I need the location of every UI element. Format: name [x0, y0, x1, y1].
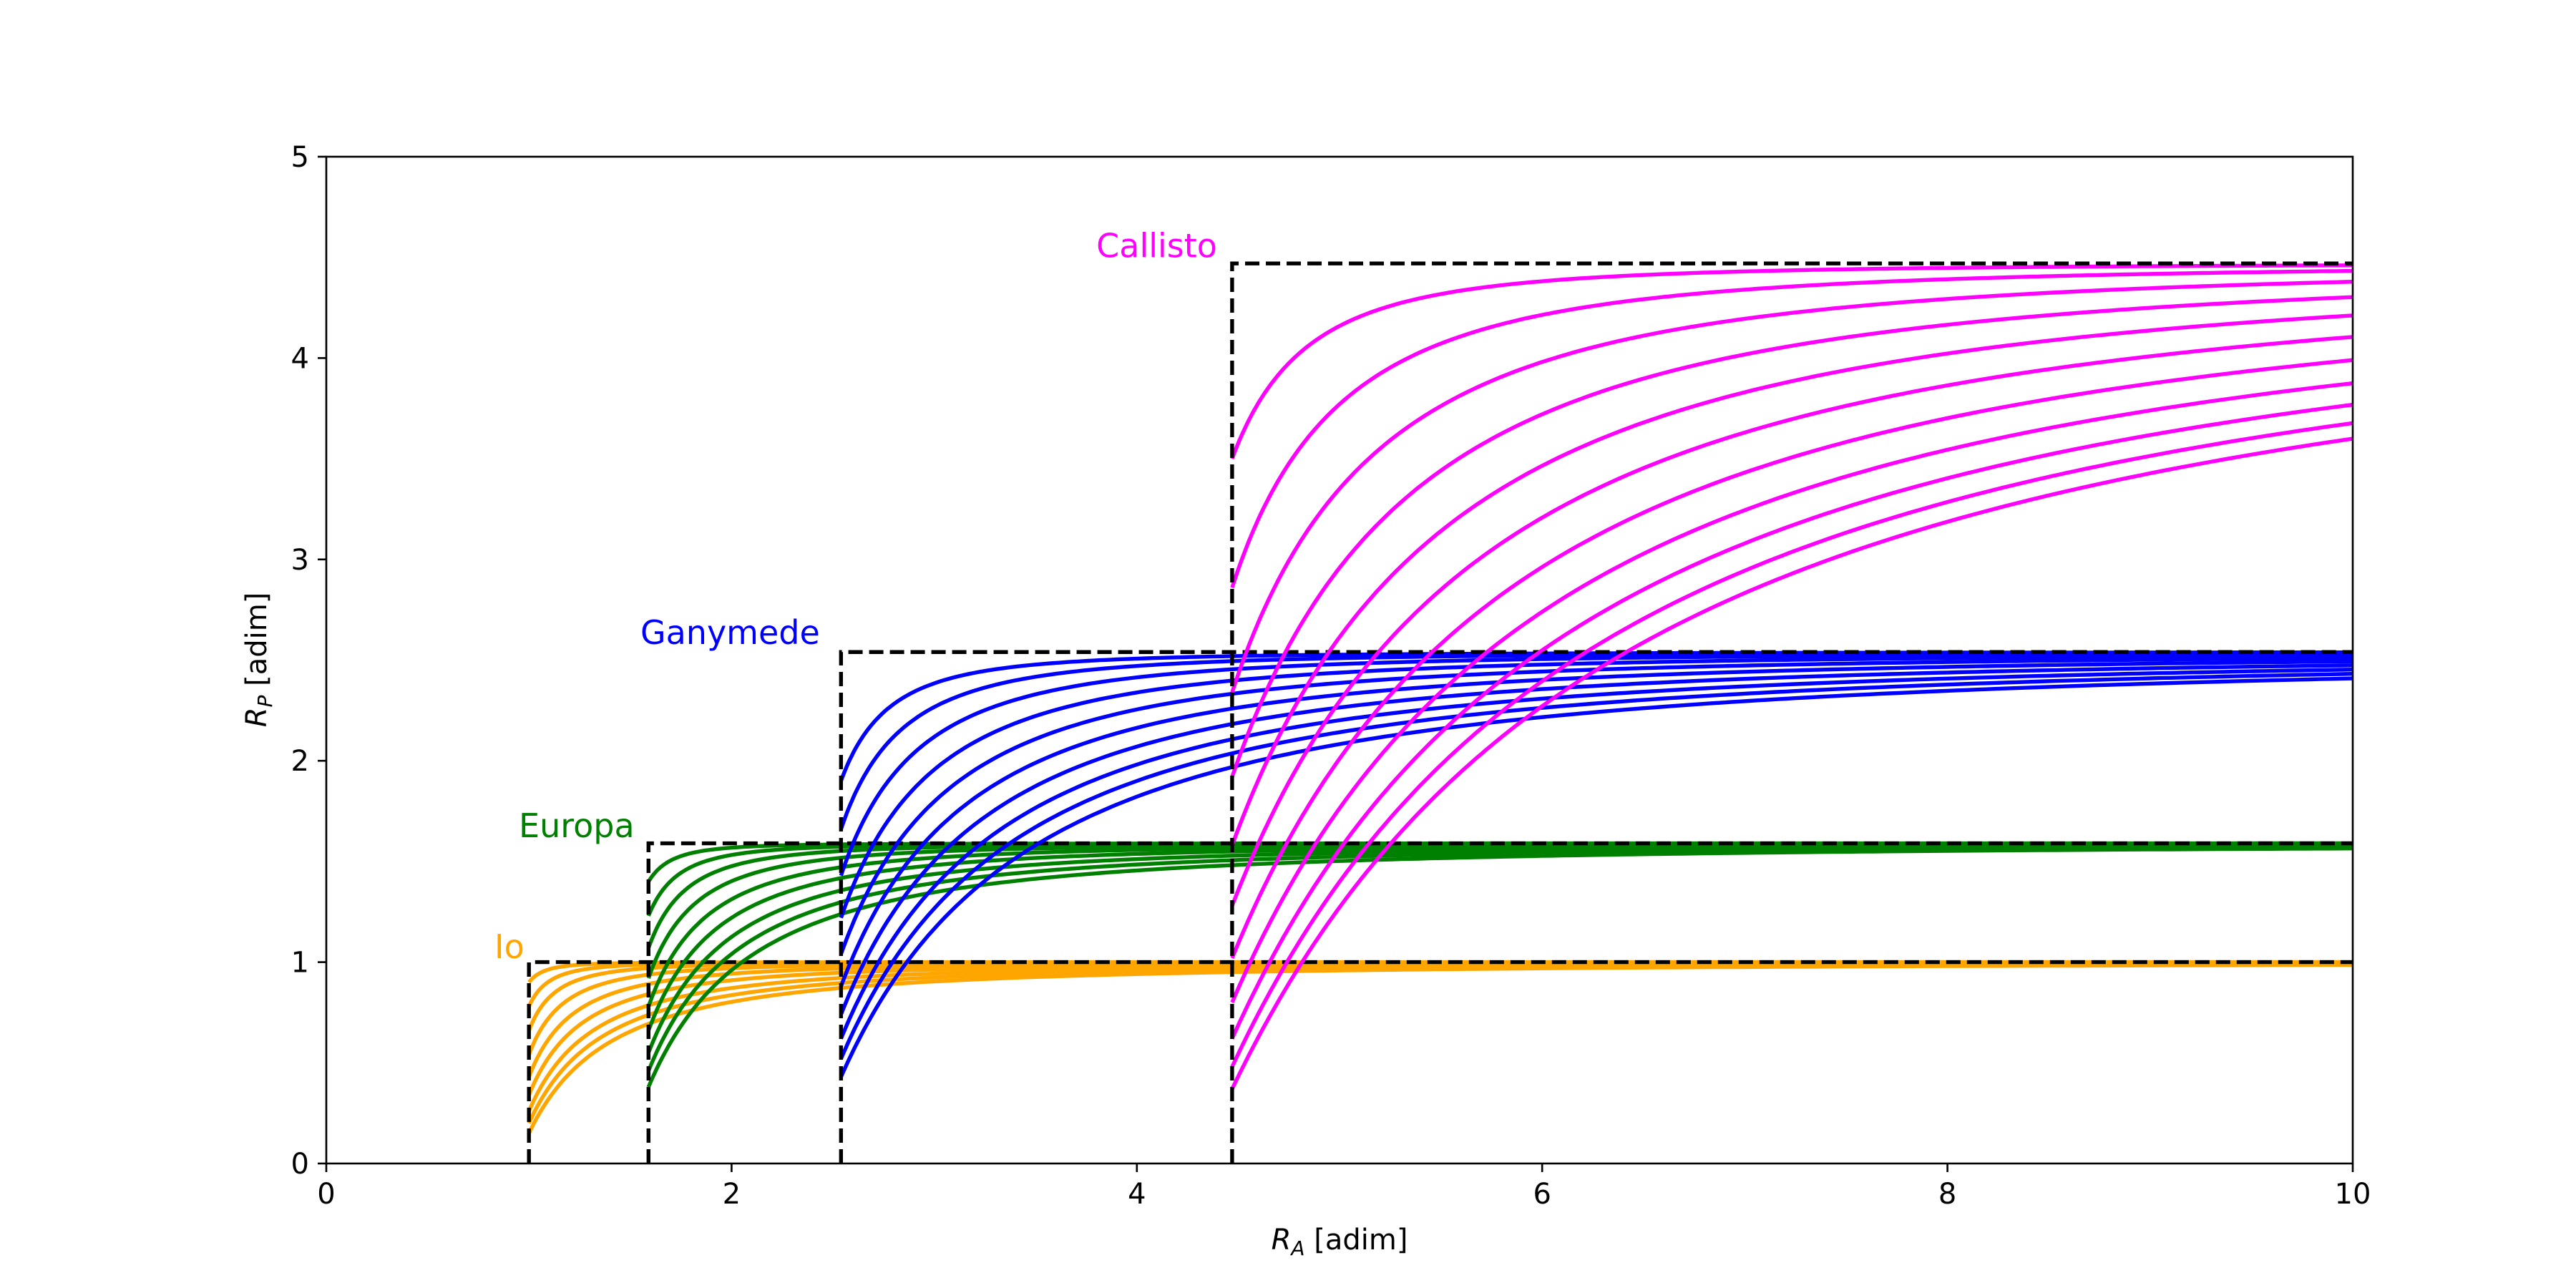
series-label: Ganymede	[640, 613, 820, 652]
boundary-io	[527, 960, 2353, 1163]
series-ganymede	[839, 650, 2353, 1078]
series-label: Europa	[519, 806, 635, 845]
series-curve	[527, 962, 2353, 1135]
x-tick-label: 10	[2335, 1178, 2371, 1211]
series-curve	[1230, 402, 2353, 1040]
boundary-callisto	[1230, 261, 2353, 1163]
x-axis-label: RA [adim]	[1272, 1224, 1408, 1260]
series-curve	[839, 656, 2353, 956]
series-curve	[1230, 421, 2353, 1069]
series-curve	[839, 659, 2353, 988]
x-axis: 0 2 4 6 8 10	[317, 1163, 2371, 1211]
series-curve	[839, 653, 2353, 919]
series-curve	[646, 846, 2353, 1088]
y-tick-label: 5	[291, 141, 309, 174]
series-callisto	[1230, 263, 2353, 1091]
series-curve	[1230, 335, 2353, 907]
series-curve	[839, 663, 2353, 1016]
axes-frame	[325, 155, 2354, 1165]
series-curve	[1230, 381, 2353, 1004]
x-tick-label: 0	[317, 1178, 335, 1211]
series-curve	[646, 842, 2353, 1032]
series-curve	[1230, 295, 2353, 779]
series-curve	[1230, 313, 2353, 847]
series-label: Io	[494, 927, 525, 966]
y-axis-label: RP [adim]	[240, 592, 277, 728]
series-curve	[1230, 263, 2353, 460]
series-curve	[839, 676, 2353, 1078]
y-tick-label: 3	[291, 544, 309, 577]
series-curve	[839, 672, 2353, 1060]
series-curve	[527, 960, 2353, 1032]
series-curve	[839, 668, 2353, 1040]
series-curve	[1230, 358, 2353, 960]
series-curve	[1230, 436, 2353, 1091]
series-label: Callisto	[1096, 227, 1217, 265]
series-curve	[1230, 280, 2353, 694]
y-tick-label: 0	[291, 1148, 309, 1181]
x-tick-label: 6	[1533, 1178, 1551, 1211]
series-curve	[527, 962, 2353, 1125]
series-curve	[1230, 268, 2353, 589]
x-tick-label: 8	[1938, 1178, 1956, 1211]
series-curve	[646, 844, 2353, 1054]
plot-area: Io Europa Ganymede Callisto	[494, 227, 2353, 1163]
series-io	[527, 960, 2353, 1135]
y-tick-label: 4	[291, 342, 309, 375]
y-axis: 0 1 2 3 4 5	[291, 141, 326, 1181]
series-curve	[646, 844, 2353, 1073]
boundary-europa	[646, 841, 2353, 1163]
series-curve	[527, 960, 2353, 1096]
x-tick-label: 4	[1128, 1178, 1146, 1211]
boundary-ganymede	[839, 650, 2353, 1163]
y-tick-label: 2	[291, 745, 309, 778]
x-tick-label: 2	[723, 1178, 741, 1211]
y-tick-label: 1	[291, 947, 309, 980]
